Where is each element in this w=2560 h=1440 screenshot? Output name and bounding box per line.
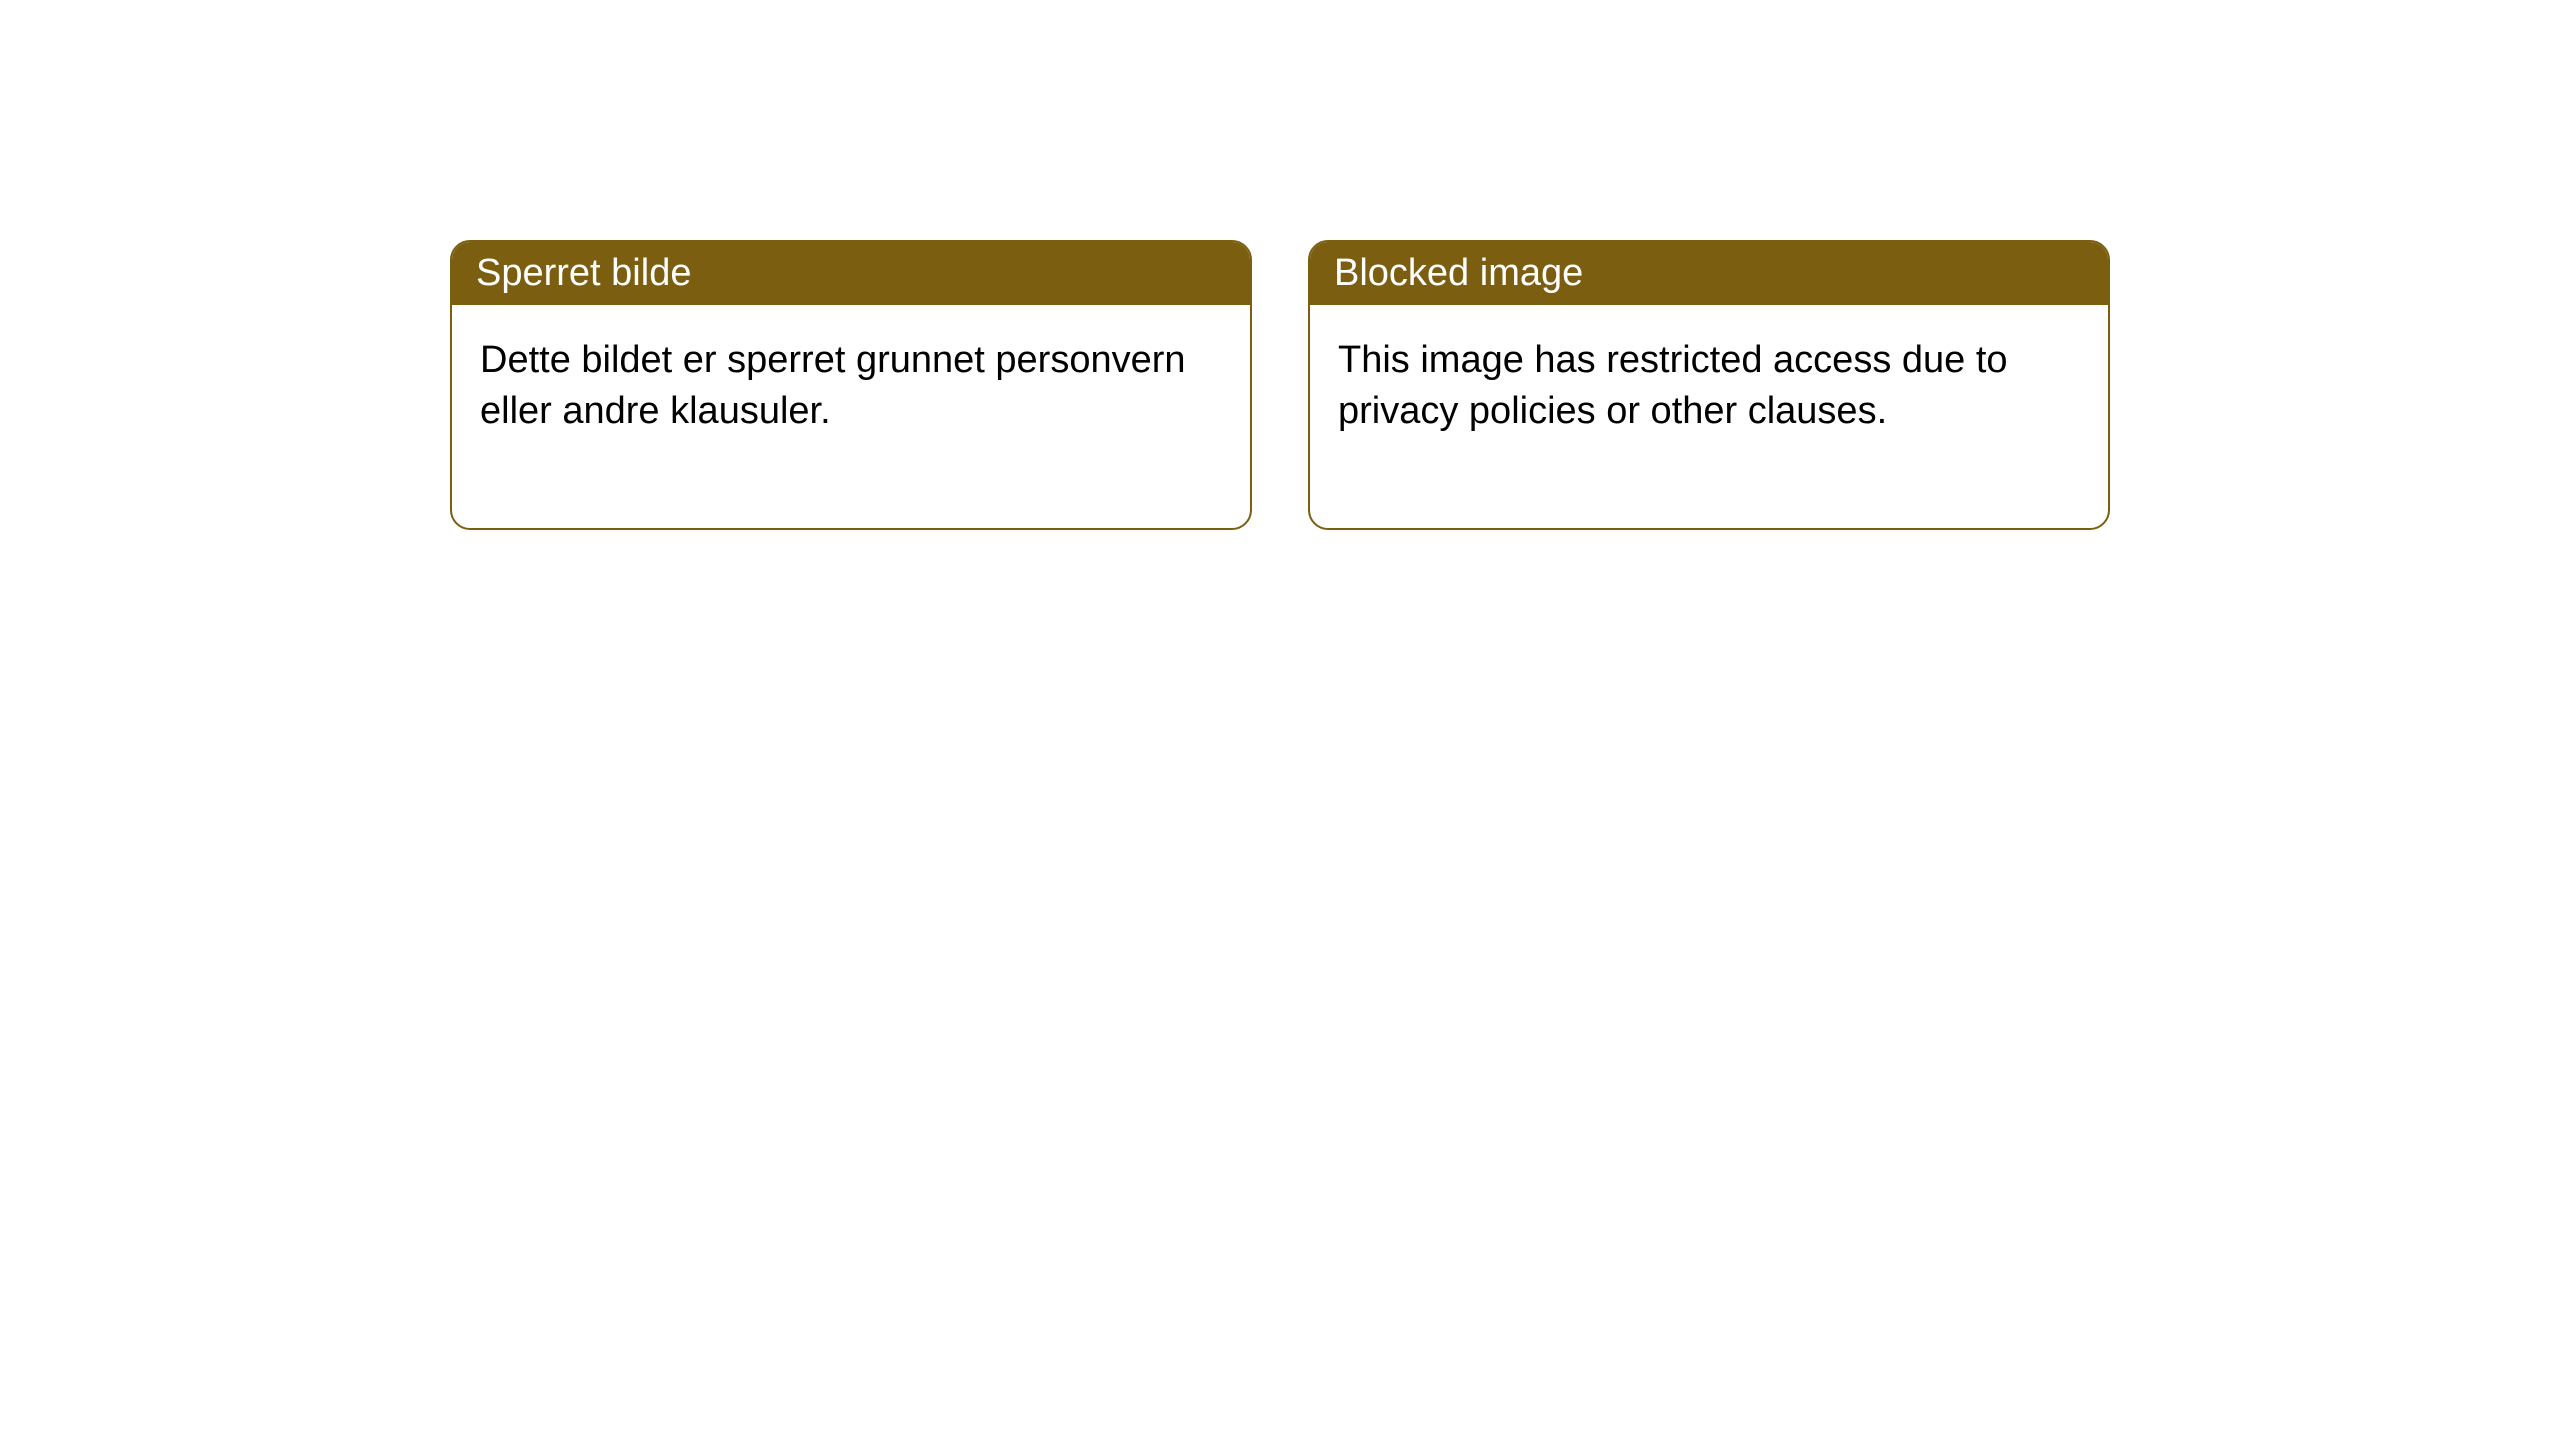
notice-card-norwegian: Sperret bilde Dette bildet er sperret gr… [450, 240, 1252, 530]
card-body: Dette bildet er sperret grunnet personve… [452, 305, 1250, 528]
card-header: Sperret bilde [452, 242, 1250, 305]
card-header: Blocked image [1310, 242, 2108, 305]
card-body-text: Dette bildet er sperret grunnet personve… [480, 339, 1186, 432]
notice-container: Sperret bilde Dette bildet er sperret gr… [0, 0, 2560, 530]
card-title: Sperret bilde [476, 252, 691, 294]
notice-card-english: Blocked image This image has restricted … [1308, 240, 2110, 530]
card-body: This image has restricted access due to … [1310, 305, 2108, 528]
card-body-text: This image has restricted access due to … [1338, 339, 2008, 432]
card-title: Blocked image [1334, 252, 1583, 294]
